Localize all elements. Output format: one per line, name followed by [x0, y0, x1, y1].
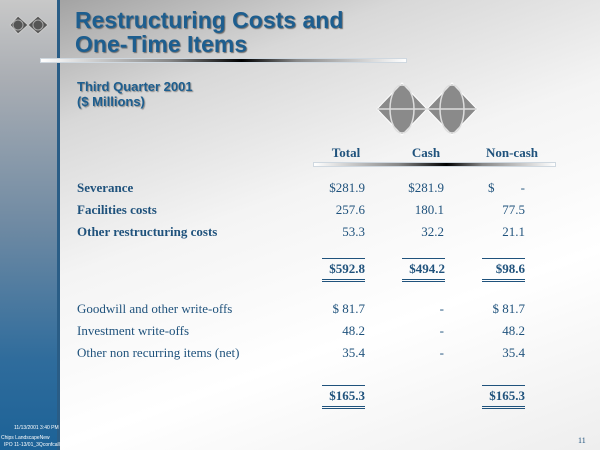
cell-total: $281.9	[329, 180, 365, 195]
cell-noncash: 21.1	[502, 224, 525, 239]
cell-cash: 32.2	[421, 224, 444, 239]
cell-noncash: $ 81.7	[492, 301, 526, 316]
row-label: Severance	[77, 180, 134, 195]
cell-noncash-prefix: $	[488, 180, 495, 195]
cell-noncash: 48.2	[502, 323, 525, 338]
row-label: Facilities costs	[77, 202, 157, 217]
cell-cash: -	[439, 345, 444, 360]
title-rule	[40, 58, 407, 63]
globe-graphic-icon	[376, 82, 478, 136]
title-line-2: One-Time Items	[75, 31, 248, 57]
total-total: $592.8	[322, 258, 365, 282]
cell-total: 35.4	[342, 345, 365, 360]
row-label: Investment write-offs	[77, 323, 190, 338]
cell-noncash: 77.5	[502, 202, 525, 217]
col-header-total: Total	[331, 145, 361, 160]
header-rule	[313, 162, 556, 167]
total-noncash: $98.6	[482, 258, 525, 282]
cell-total: 53.3	[342, 224, 365, 239]
left-band	[0, 0, 58, 450]
row-label: Other restructuring costs	[77, 224, 218, 239]
cell-cash: $281.9	[408, 180, 444, 195]
cell-total: 48.2	[342, 323, 365, 338]
page-title: Restructuring Costs and One-Time Items	[75, 8, 343, 56]
cell-total: $ 81.7	[332, 301, 366, 316]
subtitle: Third Quarter 2001 ($ Millions)	[77, 79, 193, 109]
cell-total: 257.6	[335, 202, 365, 217]
footer-timestamp: 11/13/2001 3:40 PM	[14, 425, 59, 431]
footer-filename: Chips LandscapeNew	[1, 435, 50, 441]
cell-noncash: -	[520, 180, 525, 195]
cell-cash: -	[439, 301, 444, 316]
globe-logo-icon	[9, 15, 49, 35]
row-label: Goodwill and other write-offs	[77, 301, 233, 316]
col-header-cash: Cash	[411, 145, 441, 160]
vertical-divider	[57, 0, 60, 450]
total-total: $165.3	[322, 385, 365, 409]
total-cash: $494.2	[402, 258, 445, 282]
cell-cash: -	[439, 323, 444, 338]
subtitle-line-1: Third Quarter 2001	[77, 79, 193, 94]
cell-noncash: 35.4	[502, 345, 525, 360]
col-header-noncash: Non-cash	[485, 145, 538, 160]
title-line-1: Restructuring Costs and	[75, 7, 344, 33]
footer-filepath: IPO 11-13/01_3Qconfcall	[4, 442, 60, 448]
subtitle-line-2: ($ Millions)	[77, 94, 145, 109]
page-number: 11	[578, 436, 586, 445]
cell-cash: 180.1	[414, 202, 444, 217]
total-noncash: $165.3	[482, 385, 525, 409]
row-label: Other non recurring items (net)	[77, 345, 240, 360]
